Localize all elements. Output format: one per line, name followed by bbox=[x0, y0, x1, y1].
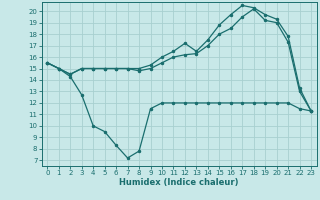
X-axis label: Humidex (Indice chaleur): Humidex (Indice chaleur) bbox=[119, 178, 239, 187]
